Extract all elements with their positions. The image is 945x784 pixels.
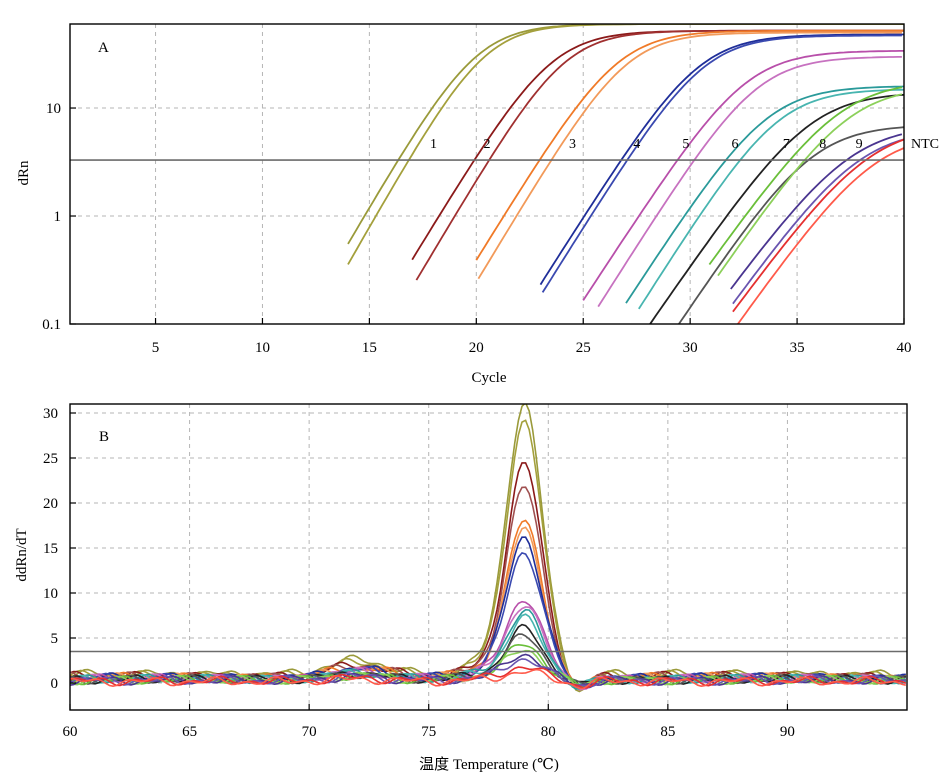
curve-label: 2 — [484, 137, 491, 152]
amplification-curve — [541, 34, 902, 293]
amplification-plot: 5 10 15 20 25 30 35 40 0.1 1 10 1 2 3 4 5 6 7 8 9 NTC A Cyc… — [16, 23, 939, 386]
melt-curve — [70, 668, 906, 690]
curve-label: 3 — [569, 137, 576, 152]
curve-label: 6 — [732, 137, 739, 152]
amplification-curve — [708, 86, 903, 266]
x-tick-label: 70 — [302, 724, 317, 740]
melt-curve-plot: 60 65 70 75 80 85 90 0 5 10 15 20 25 30 B 温度 Temperat… — [14, 403, 908, 773]
curve-label: 4 — [633, 137, 640, 152]
x-tick-label: 75 — [421, 724, 436, 740]
amplification-curve — [625, 85, 904, 304]
amplification-curve — [732, 138, 904, 313]
curve-labels-a: 1 2 3 4 5 6 7 8 9 NTC — [430, 137, 939, 152]
grid-a — [70, 24, 904, 324]
amplification-curve — [732, 138, 904, 305]
amplification-curve — [475, 29, 904, 261]
plot-area-a — [70, 24, 904, 324]
y-tick-label: 0.1 — [42, 317, 61, 333]
panel-label-a: A — [98, 40, 109, 56]
amplification-curve — [597, 56, 902, 308]
x-tick-label: 30 — [683, 340, 698, 356]
amplification-curve — [477, 31, 902, 280]
x-tick-label: 5 — [152, 340, 160, 356]
x-axis-label-b: 温度 Temperature (℃) — [419, 756, 559, 773]
amplification-curve — [736, 147, 904, 324]
panel-label-b: B — [99, 429, 109, 445]
x-tick-label: 40 — [897, 340, 912, 356]
curves-b — [70, 404, 907, 693]
y-tick-label: 0 — [51, 676, 59, 692]
amplification-curve — [677, 126, 904, 324]
curve-label: 1 — [430, 137, 437, 152]
x-tick-label: 65 — [182, 724, 197, 740]
x-tick-label: 85 — [660, 724, 675, 740]
plot-area-b — [70, 404, 907, 710]
amplification-curve — [582, 50, 904, 301]
x-tick-label: 20 — [469, 340, 484, 356]
y-tick-label: 15 — [43, 541, 58, 557]
amplification-curve — [638, 88, 904, 310]
amplification-curve — [539, 33, 904, 286]
y-tick-label: 10 — [43, 586, 58, 602]
x-tick-label: 80 — [541, 724, 556, 740]
curve-label: NTC — [911, 137, 939, 152]
x-tick-label: 15 — [362, 340, 377, 356]
x-tick-label: 60 — [63, 724, 78, 740]
curve-label: 5 — [682, 137, 689, 152]
y-tick-label: 30 — [43, 406, 58, 422]
amplification-curve — [730, 133, 903, 290]
y-tick-label: 5 — [51, 631, 59, 647]
ticks-b: 60 65 70 75 80 85 90 0 5 10 15 20 25 30 — [43, 406, 795, 740]
x-tick-label: 35 — [790, 340, 805, 356]
y-axis-label-a: dRn — [16, 160, 32, 186]
y-tick-label: 25 — [43, 451, 58, 467]
x-axis-label-a: Cycle — [472, 370, 507, 386]
x-tick-label: 25 — [576, 340, 591, 356]
curve-label: 7 — [783, 137, 790, 152]
x-tick-label: 10 — [255, 340, 270, 356]
x-tick-label: 90 — [780, 724, 795, 740]
plot-frame-b — [69, 403, 908, 711]
plot-frame-a — [69, 23, 905, 325]
y-tick-label: 1 — [54, 209, 62, 225]
y-axis-label-b: ddRn/dT — [14, 528, 30, 581]
melt-curve — [70, 658, 906, 687]
amplification-curve — [717, 93, 903, 277]
y-tick-label: 10 — [46, 101, 61, 117]
curve-label: 8 — [819, 137, 826, 152]
y-tick-label: 20 — [43, 496, 58, 512]
curve-label: 9 — [856, 137, 863, 152]
